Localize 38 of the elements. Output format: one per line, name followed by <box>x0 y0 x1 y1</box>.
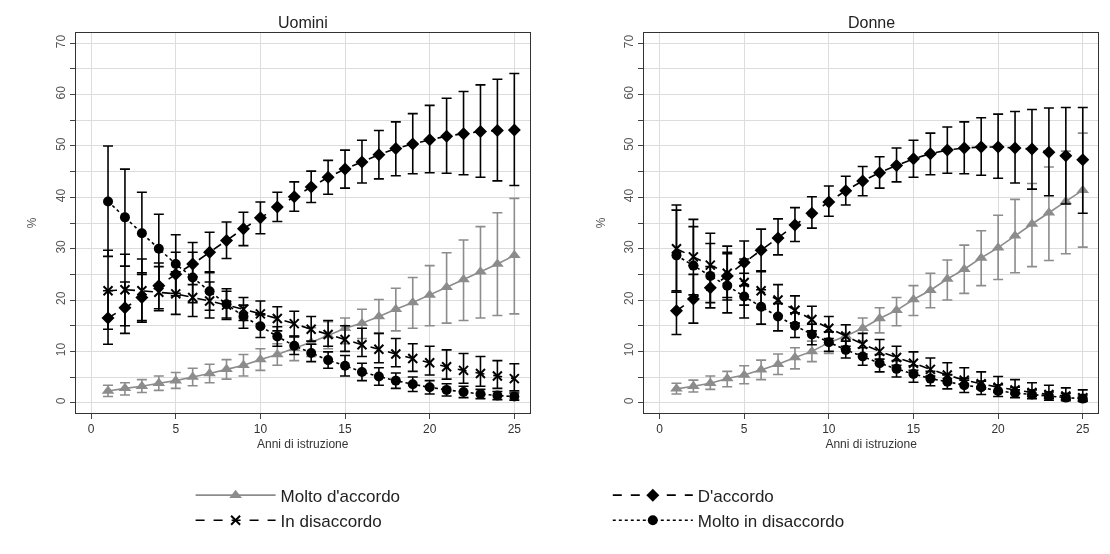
legend-label: Molto in disaccordo <box>697 511 845 531</box>
y-tick-label: 50 <box>622 137 637 151</box>
x-tick-label: 10 <box>822 422 836 437</box>
x-tick-label: 20 <box>991 422 1006 437</box>
x-tick-label: 25 <box>1076 422 1090 437</box>
legend-label: D'accordo <box>697 486 774 506</box>
chart-title: Uomini <box>278 14 328 31</box>
y-tick-label: 40 <box>54 188 69 203</box>
y-tick-label: 60 <box>622 85 637 100</box>
chart-title: Donne <box>848 14 896 31</box>
x-tick-label: 10 <box>253 422 268 437</box>
y-tick-label: 70 <box>54 34 69 49</box>
y-axis-title: % <box>25 217 40 229</box>
x-tick-label: 0 <box>87 422 95 437</box>
y-tick-label: 70 <box>622 34 637 49</box>
x-tick-label: 15 <box>906 422 921 437</box>
y-axis-title: % <box>593 217 608 229</box>
x-tick-label: 5 <box>740 422 748 437</box>
y-tick-label: 0 <box>622 397 637 405</box>
y-tick-label: 60 <box>54 85 69 100</box>
x-axis-title: Anni di istruzione <box>257 437 349 452</box>
y-tick-label: 20 <box>54 291 69 305</box>
y-tick-label: 30 <box>54 239 69 254</box>
x-tick-label: 15 <box>338 422 353 437</box>
y-tick-label: 40 <box>622 188 637 203</box>
y-tick-label: 30 <box>622 239 637 254</box>
y-tick-label: 0 <box>54 397 69 405</box>
x-tick-label: 0 <box>656 422 664 437</box>
legend-label: In disaccordo <box>280 511 382 531</box>
x-tick-label: 5 <box>172 422 180 437</box>
y-tick-label: 20 <box>622 291 637 305</box>
y-tick-label: 50 <box>54 137 69 151</box>
y-tick-label: 10 <box>54 342 69 357</box>
x-tick-label: 25 <box>507 422 522 437</box>
y-tick-label: 10 <box>622 342 637 357</box>
x-tick-label: 20 <box>423 422 437 437</box>
legend-label: Molto d'accordo <box>280 486 401 506</box>
x-axis-title: Anni di istruzione <box>825 437 918 452</box>
